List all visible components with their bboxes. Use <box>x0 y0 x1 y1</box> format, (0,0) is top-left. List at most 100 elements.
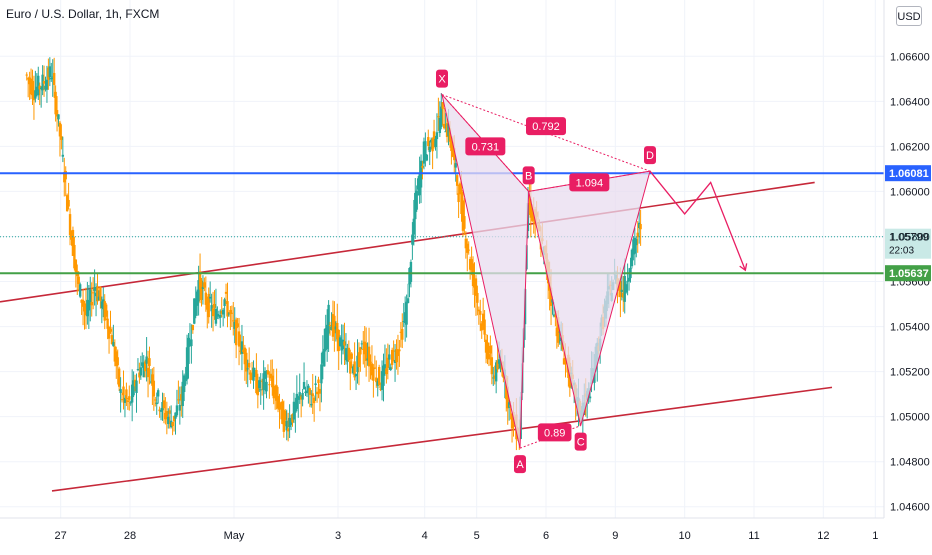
candle-body <box>106 318 109 329</box>
candle-body <box>141 362 144 366</box>
candle-body <box>258 380 261 389</box>
pattern-point-label: A <box>516 459 524 471</box>
candle-body <box>187 337 190 364</box>
candle-body <box>622 292 625 298</box>
candle-body <box>135 380 138 393</box>
candle-body <box>324 328 327 350</box>
channel-line-upper[interactable] <box>0 181 815 303</box>
pattern-ratio-badge[interactable]: 0.89 <box>537 423 572 442</box>
price-tick-label: 1.06400 <box>890 96 930 108</box>
pattern-point-badge <box>436 69 448 88</box>
candle-body <box>116 357 119 366</box>
pattern-point-badge <box>514 455 526 474</box>
candle-body <box>354 373 358 377</box>
candle-body <box>457 193 460 203</box>
candle-body <box>418 174 421 196</box>
symbol-title: Euro / U.S. Dollar, 1h, FXCM <box>6 7 160 21</box>
candle-body <box>366 358 369 361</box>
pattern-ratio-badge[interactable]: 1.094 <box>569 173 610 192</box>
pattern-point-x[interactable]: X <box>436 69 448 88</box>
candle-body <box>224 291 228 294</box>
candle-body <box>223 299 226 307</box>
price-tick-label: 1.04800 <box>890 457 930 469</box>
candle-body <box>201 286 205 289</box>
price-label-last[interactable]: 1.05799 22:03 <box>885 228 931 259</box>
candle-body <box>351 366 355 374</box>
candle-body <box>159 410 163 412</box>
candle-body <box>213 304 216 308</box>
candle-body <box>490 357 494 375</box>
candle-body <box>119 389 122 393</box>
price-tick-label: 1.05200 <box>890 367 930 379</box>
time-tick-label: 9 <box>612 530 618 542</box>
candle-body <box>489 345 492 354</box>
candle-body <box>90 302 93 306</box>
candle-body <box>474 278 478 296</box>
candle-body <box>359 347 362 355</box>
candle-body <box>28 77 31 85</box>
candle-body <box>158 409 161 412</box>
pattern-ratio-bg <box>526 117 566 136</box>
pattern-point-d[interactable]: D <box>644 146 656 165</box>
candle-body <box>507 402 511 408</box>
candle-body <box>39 87 43 89</box>
pattern-ratio-badge[interactable]: 0.792 <box>526 117 566 136</box>
channel-line-lower[interactable] <box>51 386 833 492</box>
candle-body <box>382 365 385 386</box>
candle-body <box>154 399 157 401</box>
pattern-point-label: C <box>577 437 585 449</box>
pattern-point-a[interactable]: A <box>514 455 526 474</box>
horizontal-lines[interactable] <box>0 172 884 275</box>
candle-body <box>266 370 270 375</box>
candle-body <box>450 137 453 152</box>
pattern-point-c[interactable]: C <box>574 432 587 451</box>
pattern-ratio-bg <box>537 423 572 442</box>
price-tick-label: 1.04600 <box>890 502 930 514</box>
candle-body <box>245 352 248 372</box>
pattern-ratio-badge[interactable]: 0.731 <box>465 137 506 156</box>
candle-body <box>463 216 466 229</box>
candle-body <box>142 364 145 378</box>
candle-body <box>458 183 462 194</box>
candle-body <box>164 412 167 420</box>
candle-body <box>125 389 128 400</box>
candle-body <box>620 289 624 293</box>
candle-body <box>444 131 447 133</box>
pattern-point-b[interactable]: B <box>522 166 535 185</box>
candle-body <box>408 267 411 285</box>
time-axis[interactable]: 27 28 May 3 4 5 6 9 10 11 12 1 <box>0 517 932 550</box>
candle-body <box>557 317 560 343</box>
price-axis[interactable]: 1.04600 1.04800 1.05000 1.05200 1.05400 1.056… <box>883 0 932 550</box>
candle-body <box>499 362 502 369</box>
candle-body <box>635 239 638 246</box>
candle-body <box>370 363 374 376</box>
projection-path[interactable] <box>649 170 748 272</box>
candle-body <box>167 416 170 424</box>
candle-body <box>314 383 317 385</box>
candle-body <box>178 404 182 411</box>
candle-body <box>168 410 171 414</box>
candle-body <box>289 422 293 425</box>
candle-body <box>100 301 104 309</box>
candle-body <box>34 90 37 99</box>
candle-body <box>42 81 46 84</box>
harmonic-pattern[interactable]: X A B C D 0.731 0.792 1.094 0.89 <box>436 69 656 474</box>
currency-button[interactable]: USD <box>896 6 922 26</box>
price-label-support[interactable]: 1.05637 <box>885 265 931 282</box>
candle-body <box>432 131 436 145</box>
candle-body <box>282 410 286 432</box>
channel-lines[interactable] <box>0 181 833 492</box>
candle-body <box>80 299 83 303</box>
candle-body <box>208 296 212 299</box>
time-tick-label: 4 <box>422 530 428 542</box>
projection-line[interactable] <box>649 170 746 271</box>
candle-body <box>279 402 283 404</box>
time-tick-label: 12 <box>817 530 829 542</box>
candle-body <box>271 375 274 388</box>
price-label-resistance[interactable]: 1.06081 <box>885 165 931 182</box>
candle-body <box>483 319 486 335</box>
candle-body <box>375 377 378 383</box>
candle-body <box>393 360 397 364</box>
